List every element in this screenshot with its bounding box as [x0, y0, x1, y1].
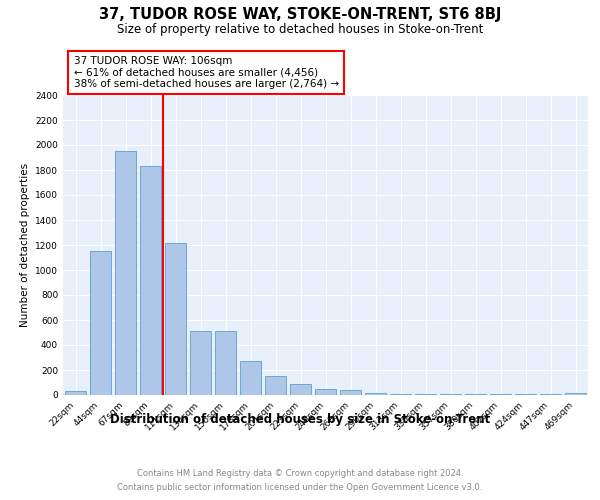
Y-axis label: Number of detached properties: Number of detached properties: [20, 163, 29, 327]
Bar: [365, 392, 386, 395]
Bar: [115, 151, 136, 395]
Bar: [465, 394, 486, 395]
Text: Contains HM Land Registry data © Crown copyright and database right 2024.: Contains HM Land Registry data © Crown c…: [137, 469, 463, 478]
Text: Distribution of detached houses by size in Stoke-on-Trent: Distribution of detached houses by size …: [110, 412, 490, 426]
Bar: [440, 394, 461, 395]
Bar: [515, 394, 536, 395]
Bar: [315, 389, 336, 395]
Text: 37 TUDOR ROSE WAY: 106sqm
← 61% of detached houses are smaller (4,456)
38% of se: 37 TUDOR ROSE WAY: 106sqm ← 61% of detac…: [74, 56, 338, 89]
Bar: [65, 391, 86, 395]
Bar: [290, 384, 311, 395]
Bar: [215, 331, 236, 395]
Text: Contains public sector information licensed under the Open Government Licence v3: Contains public sector information licen…: [118, 482, 482, 492]
Bar: [140, 166, 161, 395]
Bar: [565, 392, 586, 395]
Bar: [490, 394, 511, 395]
Text: Size of property relative to detached houses in Stoke-on-Trent: Size of property relative to detached ho…: [117, 22, 483, 36]
Bar: [190, 331, 211, 395]
Bar: [165, 242, 186, 395]
Bar: [240, 361, 261, 395]
Bar: [390, 394, 411, 395]
Bar: [540, 394, 561, 395]
Bar: [415, 394, 436, 395]
Text: 37, TUDOR ROSE WAY, STOKE-ON-TRENT, ST6 8BJ: 37, TUDOR ROSE WAY, STOKE-ON-TRENT, ST6 …: [99, 8, 501, 22]
Bar: [340, 390, 361, 395]
Bar: [90, 252, 111, 395]
Bar: [265, 376, 286, 395]
